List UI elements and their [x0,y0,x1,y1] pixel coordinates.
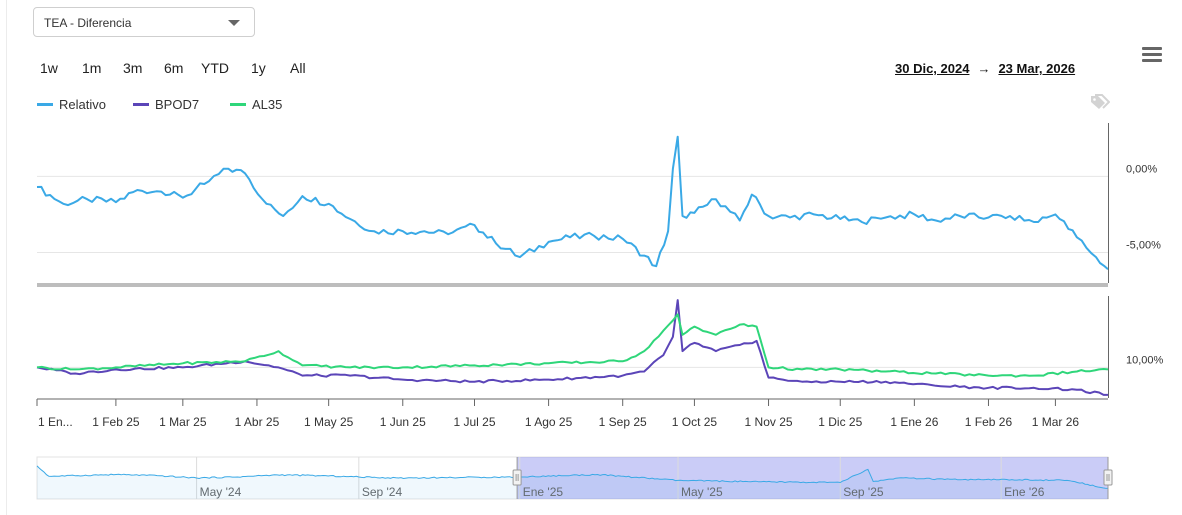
x-tick-label-12: 1 Ene 26 [890,415,938,429]
navigator-handle-right[interactable] [1103,469,1113,486]
navigator-label-3: May '25 [681,485,723,499]
x-tick-label-2: 1 Mar 25 [159,415,207,429]
x-tick-label-10: 1 Nov 25 [745,415,793,429]
legend-swatch-al35 [230,103,246,107]
navigator-handle-left[interactable] [512,469,522,486]
y-tick-label-bottom-0: 10,00% [1126,354,1164,366]
series-line-relativo [36,135,1109,271]
date-from[interactable]: 30 Dic, 2024 [895,61,970,76]
navigator-selection[interactable] [517,457,1108,499]
date-range: 30 Dic, 2024 → 23 Mar, 2026 [895,61,1075,76]
series-line-bpod7 [36,299,1108,396]
legend-label-bpod7: BPOD7 [155,97,200,112]
hamburger-menu-icon[interactable] [1142,47,1162,63]
x-tick-label-5: 1 Jun 25 [380,415,426,429]
x-tick-label-7: 1 Ago 25 [525,415,573,429]
chevron-down-icon[interactable] [228,20,240,26]
axes: 0,00% -5,00% 10,00% 1 En... 1 Feb 25 1 Mar 25… [36,123,1164,429]
series-select[interactable]: TEA - Diferencia [33,7,255,37]
navigator-label-0: May '24 [200,485,242,499]
range-button-1m[interactable]: 1m [82,60,102,76]
tag-icon[interactable] [1090,94,1111,110]
y-tick-label-top-1: -5,00% [1126,240,1161,252]
legend-swatch-relativo [37,103,53,107]
x-tick-label-8: 1 Sep 25 [599,415,647,429]
x-tick-label-13: 1 Feb 26 [965,415,1013,429]
x-tick-label-0: 1 En... [38,415,73,429]
x-tick-label-6: 1 Jul 25 [453,415,495,429]
range-button-6m[interactable]: 6m [164,60,184,76]
panel-separator[interactable] [37,283,1108,287]
range-button-1y[interactable]: 1y [251,60,266,76]
navigator-label-4: Sep '25 [843,485,884,499]
navigator-label-5: Ene '26 [1004,485,1045,499]
x-tick-label-3: 1 Abr 25 [235,415,280,429]
range-button-all[interactable]: All [290,60,306,76]
range-button-ytd[interactable]: YTD [201,60,229,76]
x-tick-label-9: 1 Oct 25 [672,415,718,429]
x-tick-label-14: 1 Mar 26 [1032,415,1080,429]
range-button-3m[interactable]: 3m [123,60,143,76]
legend-item-al35[interactable]: AL35 [230,97,282,112]
range-button-1w[interactable]: 1w [40,60,58,76]
legend-item-bpod7[interactable]: BPOD7 [133,97,199,112]
y-tick-label-top-0: 0,00% [1126,163,1157,175]
legend-swatch-bpod7 [133,103,149,107]
grid-lines [37,175,1108,368]
date-to[interactable]: 23 Mar, 2026 [998,61,1076,76]
x-tick-label-4: 1 May 25 [304,415,354,429]
series-line-al35 [36,313,1109,378]
left-border [6,0,7,515]
x-tick-label-11: 1 Dic 25 [818,415,862,429]
legend-label-al35: AL35 [252,97,283,112]
x-tick-label-1: 1 Feb 25 [92,415,140,429]
navigator-label-1: Sep '24 [362,485,403,499]
navigator-label-2: Ene '25 [523,485,564,499]
series-lines [36,135,1109,396]
legend-item-relativo[interactable]: Relativo [37,97,106,112]
navigator-area [37,465,1108,499]
series-select-value: TEA - Diferencia [44,16,132,30]
legend-label-relativo: Relativo [59,97,106,112]
navigator[interactable]: May '24 Sep '24 Ene '25 May '25 Sep '25 Ene '… [36,456,1113,500]
navigator-line [36,465,1109,489]
date-arrow: → [977,61,991,76]
